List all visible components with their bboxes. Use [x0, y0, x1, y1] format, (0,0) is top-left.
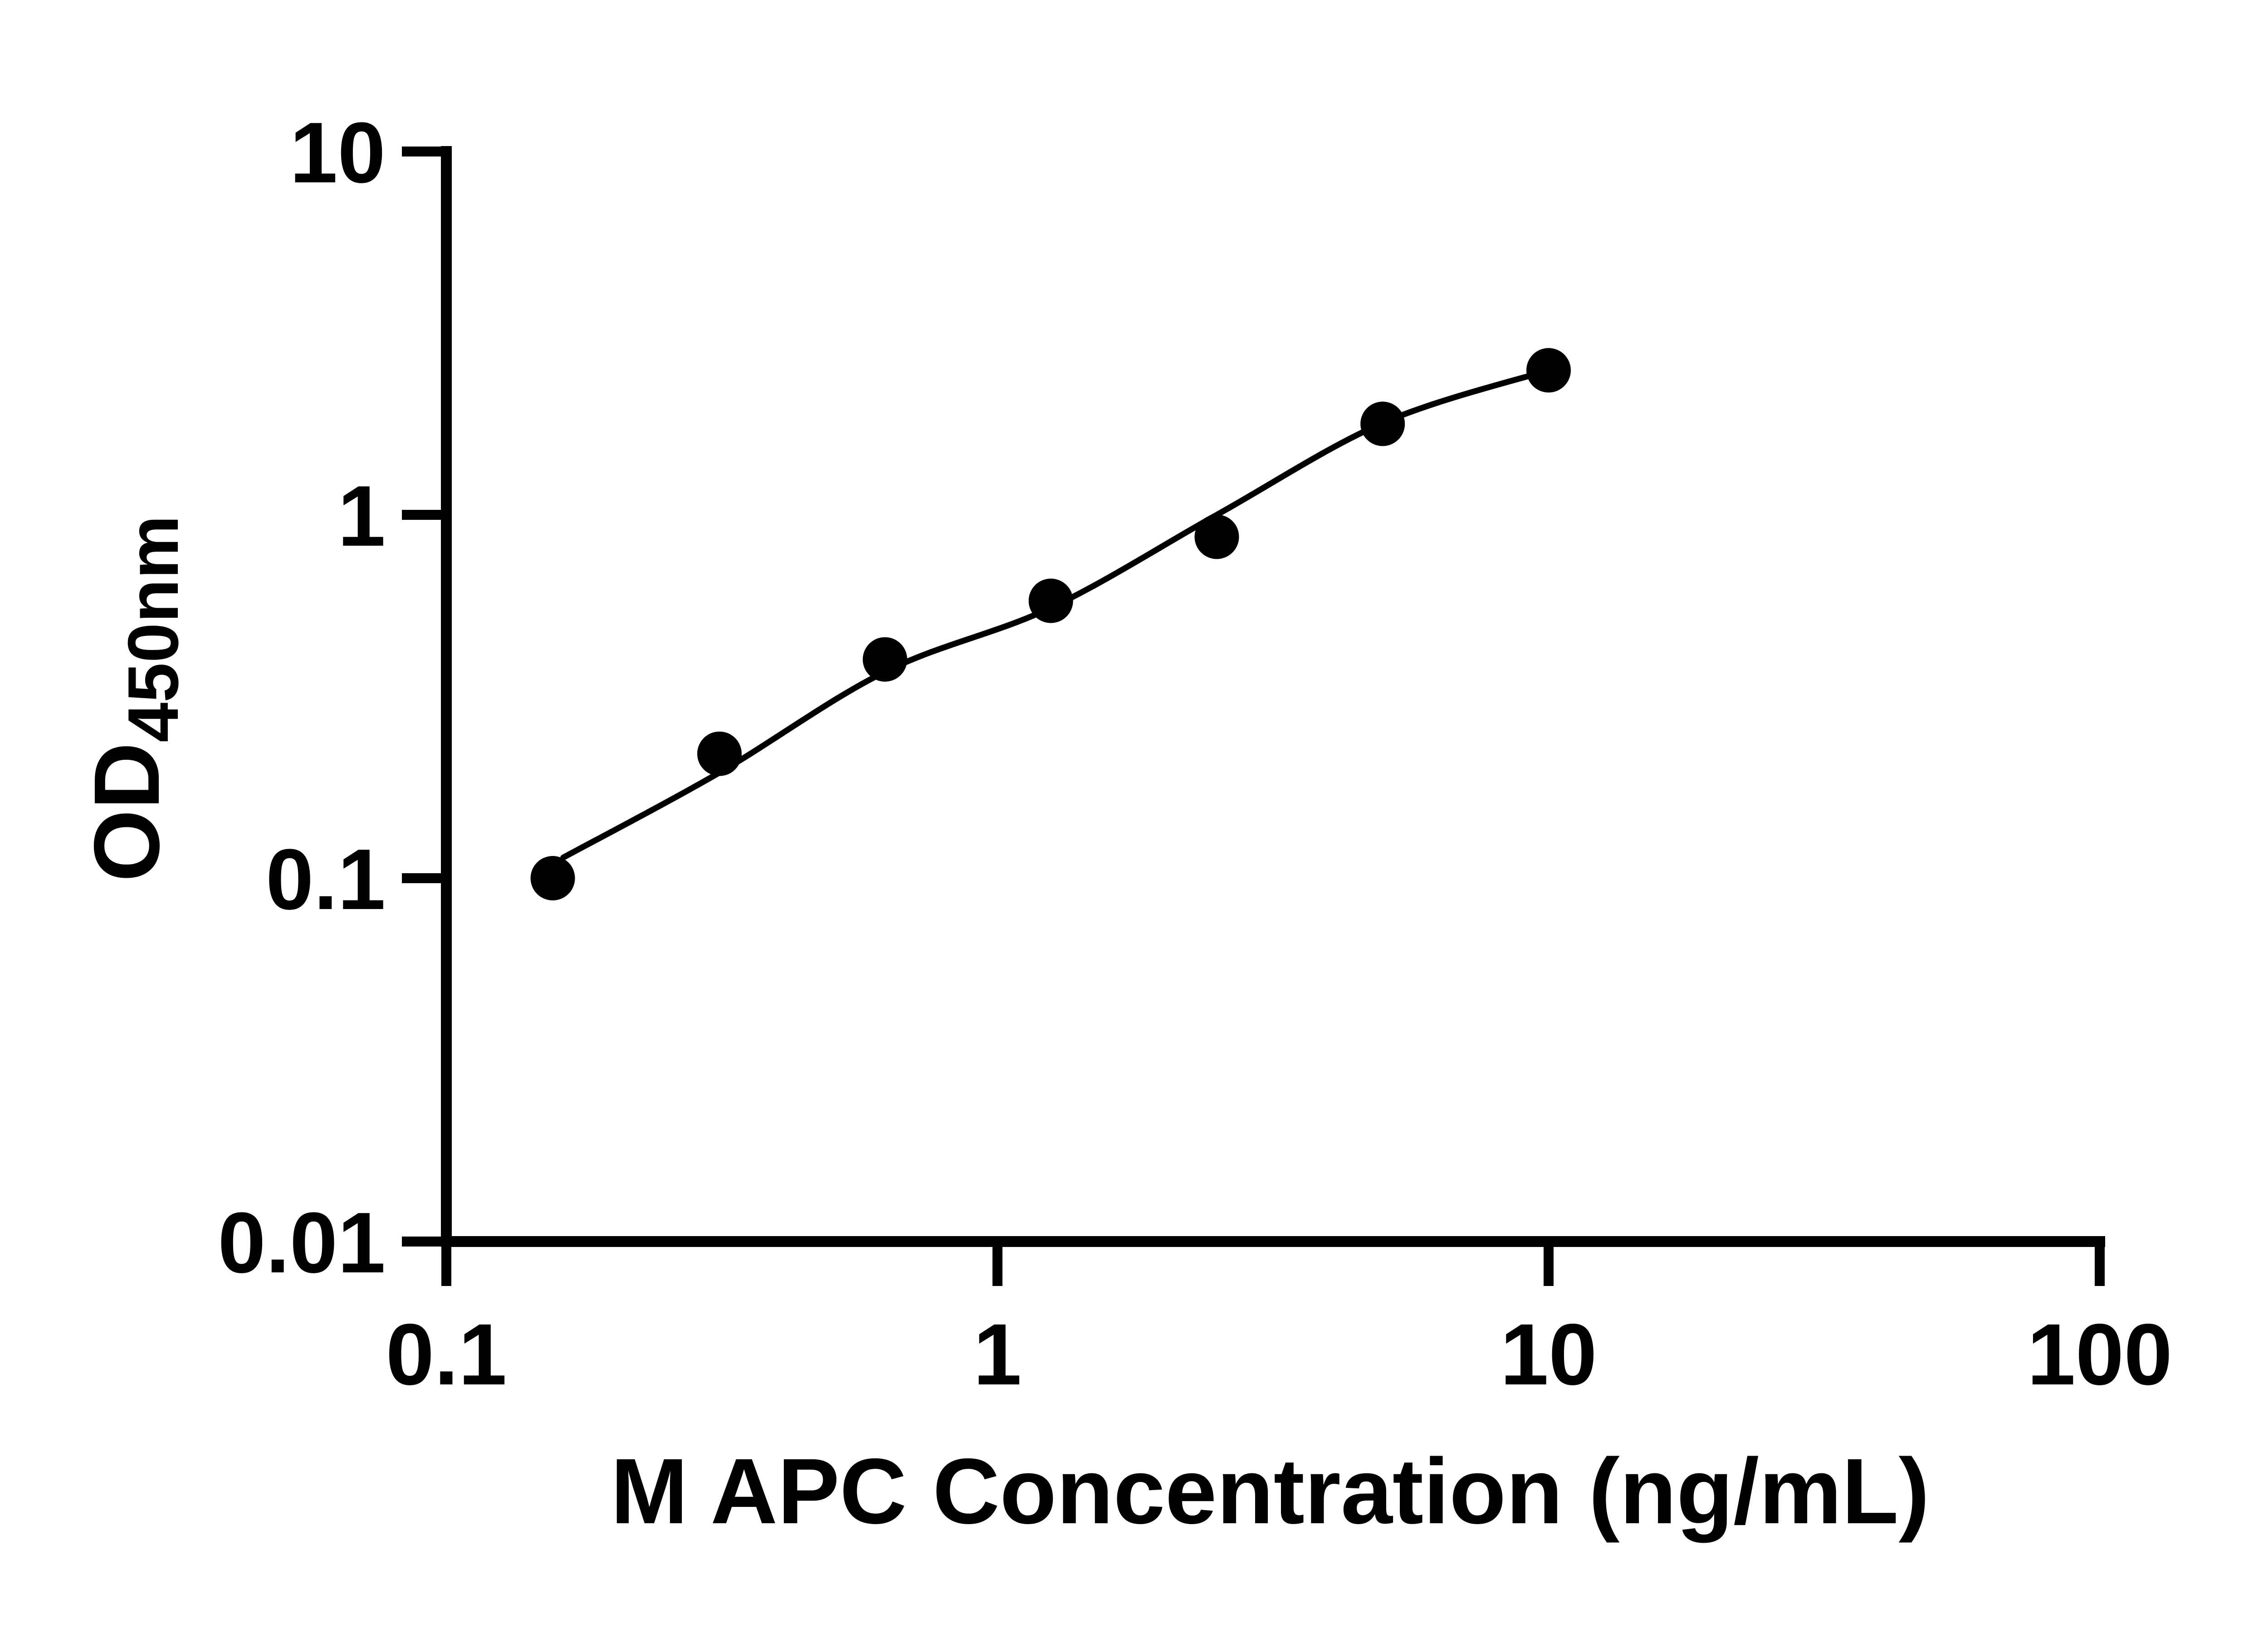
axis-ticks: [402, 147, 2105, 1286]
data-points: [530, 348, 1571, 900]
data-point-2: [697, 731, 742, 776]
y-axis-title: OD450nm: [75, 515, 193, 882]
x-tick-label-0.1: 0.1: [386, 1305, 507, 1403]
y-axis-title-main: OD: [75, 743, 179, 882]
data-point-4: [1028, 578, 1073, 623]
x-tick-label-1: 1: [973, 1305, 1022, 1403]
x-tick-label-10: 10: [1500, 1305, 1597, 1403]
data-point-1: [530, 856, 575, 900]
data-point-6: [1360, 401, 1405, 446]
data-point-3: [863, 637, 907, 682]
y-tick-label-0.1: 0.1: [266, 831, 386, 928]
y-tick-label-1: 1: [337, 468, 386, 564]
y-tick-label-10: 10: [290, 105, 386, 201]
y-axis-title-subscript: 450nm: [113, 515, 193, 743]
axes: [441, 146, 2105, 1247]
data-point-7: [1526, 348, 1571, 393]
y-tick-label-0.01: 0.01: [218, 1195, 386, 1291]
x-axis-title: M APC Concentration (ng/mL): [611, 1439, 1930, 1543]
x-tick-label-100: 100: [2027, 1305, 2172, 1403]
data-point-5: [1194, 514, 1239, 559]
